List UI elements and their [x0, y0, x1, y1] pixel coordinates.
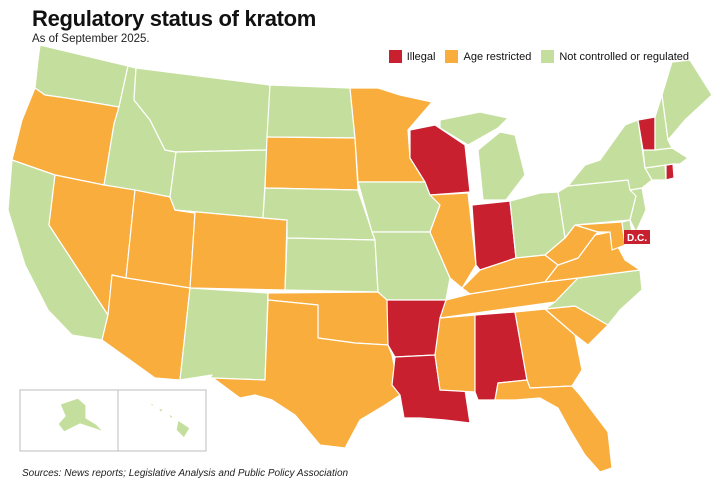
- dc-label: D.C.: [627, 233, 647, 244]
- state-ma[interactable]: [642, 147, 689, 169]
- legend-item-age-restricted: Age restricted: [445, 50, 531, 63]
- legend-item-illegal: Illegal: [388, 50, 436, 63]
- state-fl[interactable]: [494, 379, 613, 473]
- state-wy[interactable]: [169, 149, 268, 219]
- state-ak[interactable]: [57, 397, 105, 433]
- state-ms[interactable]: [434, 314, 476, 393]
- state-mn[interactable]: [349, 87, 433, 183]
- legend-label-age-restricted: Age restricted: [463, 50, 532, 63]
- state-ks[interactable]: [284, 237, 379, 293]
- state-nh[interactable]: [654, 94, 673, 151]
- legend-label-illegal: Illegal: [406, 50, 436, 63]
- state-il[interactable]: [429, 192, 477, 289]
- state-hi[interactable]: [149, 402, 191, 439]
- legend-swatch-age-restricted: [445, 50, 459, 63]
- state-ri[interactable]: [665, 163, 675, 181]
- dc-label-box: [624, 230, 650, 244]
- legend-swatch-illegal: [388, 50, 402, 63]
- source-note: Sources: News reports; Legislative Analy…: [22, 468, 349, 479]
- map-title: Regulatory status of kratom: [32, 6, 317, 31]
- state-tx[interactable]: [212, 299, 401, 449]
- legend: Illegal Age restricted Not controlled or…: [388, 50, 689, 63]
- legend-swatch-not-controlled: [541, 50, 555, 63]
- state-az[interactable]: [101, 274, 191, 381]
- legend-label-not-controlled: Not controlled or regulated: [559, 50, 689, 63]
- legend-item-not-controlled: Not controlled or regulated: [541, 50, 689, 63]
- state-sd[interactable]: [264, 136, 359, 191]
- state-nm[interactable]: [179, 287, 269, 381]
- map-subtitle: As of September 2025.: [32, 33, 150, 45]
- inset-frame: [19, 389, 207, 452]
- state-mi[interactable]: [439, 111, 526, 201]
- state-nd[interactable]: [266, 84, 356, 139]
- state-me[interactable]: [661, 59, 713, 141]
